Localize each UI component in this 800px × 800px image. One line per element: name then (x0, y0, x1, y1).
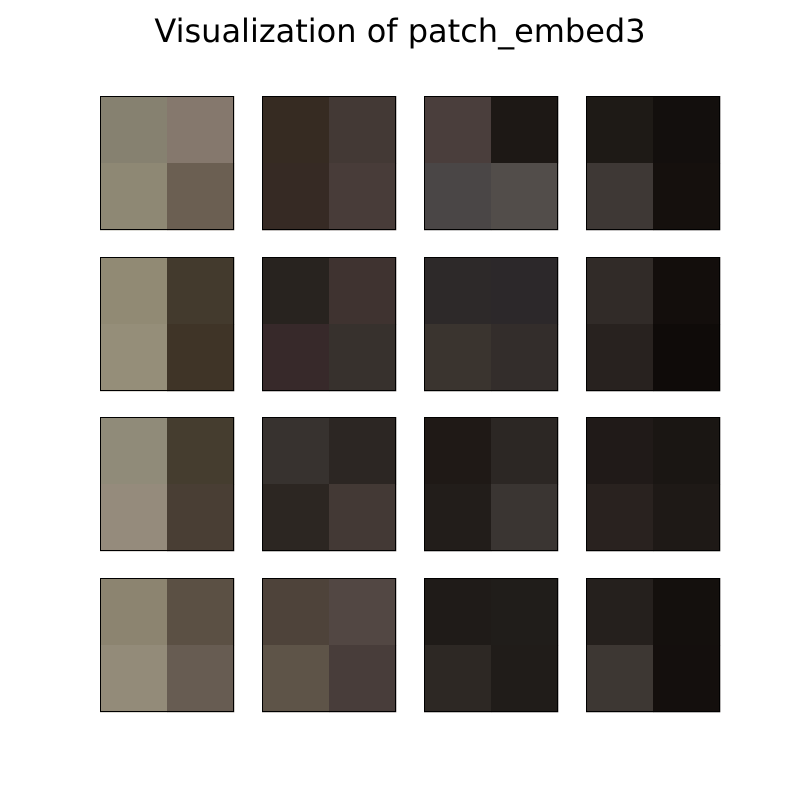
patch-panel-14 (262, 578, 397, 713)
patch-cell (262, 417, 330, 485)
patch-panel-1 (100, 96, 235, 231)
patch-cell (100, 645, 168, 713)
patch-frame (424, 257, 558, 391)
patch-cell (262, 163, 330, 231)
patch-cell (491, 645, 559, 713)
patch-cell (586, 484, 654, 552)
patch-cell (167, 163, 235, 231)
patch-frame (100, 96, 234, 230)
patch-cell (424, 96, 492, 164)
patch-frame (586, 417, 720, 551)
patch-frame (424, 417, 558, 551)
patch-frame (586, 96, 720, 230)
patch-cell (586, 96, 654, 164)
patch-cell (491, 163, 559, 231)
patch-cell (653, 163, 721, 231)
patch-panel-5 (100, 257, 235, 392)
patch-cell (586, 645, 654, 713)
patch-panel-7 (424, 257, 559, 392)
chart-title: Visualization of patch_embed3 (154, 12, 646, 50)
patch-cell (100, 417, 168, 485)
patch-cell (262, 257, 330, 325)
patch-cell (262, 96, 330, 164)
patch-cell (167, 645, 235, 713)
patch-panel-9 (100, 417, 235, 552)
patch-cell (653, 257, 721, 325)
patch-cell (100, 96, 168, 164)
patch-cell (424, 484, 492, 552)
patch-cell (167, 484, 235, 552)
patch-cell (329, 163, 397, 231)
patch-cell (586, 257, 654, 325)
patch-cell (424, 578, 492, 646)
patch-cell (424, 163, 492, 231)
patch-cell (329, 484, 397, 552)
patch-cell (329, 96, 397, 164)
patch-cell (586, 163, 654, 231)
patch-cell (262, 578, 330, 646)
patch-panel-2 (262, 96, 397, 231)
patch-panel-4 (586, 96, 721, 231)
patch-cell (653, 96, 721, 164)
patch-panel-8 (586, 257, 721, 392)
patch-frame (100, 257, 234, 391)
patch-cell (491, 578, 559, 646)
patch-cell (424, 257, 492, 325)
patch-cell (586, 578, 654, 646)
patch-cell (329, 578, 397, 646)
patch-cell (491, 324, 559, 392)
patch-cell (586, 417, 654, 485)
patch-panel-15 (424, 578, 559, 713)
patch-cell (653, 645, 721, 713)
patch-cell (100, 324, 168, 392)
patch-cell (653, 417, 721, 485)
patch-cell (491, 417, 559, 485)
patch-cell (262, 324, 330, 392)
patch-frame (100, 578, 234, 712)
patch-cell (424, 645, 492, 713)
patch-cell (424, 324, 492, 392)
patch-cell (653, 578, 721, 646)
patch-frame (586, 257, 720, 391)
patch-panel-3 (424, 96, 559, 231)
patch-cell (491, 484, 559, 552)
patch-cell (329, 324, 397, 392)
patch-frame (586, 578, 720, 712)
patch-cell (167, 324, 235, 392)
patch-cell (262, 645, 330, 713)
patch-frame (262, 417, 396, 551)
patch-frame (262, 257, 396, 391)
patch-cell (491, 96, 559, 164)
patch-cell (100, 163, 168, 231)
patch-cell (491, 257, 559, 325)
patch-panel-11 (424, 417, 559, 552)
patch-cell (262, 484, 330, 552)
patch-panel-10 (262, 417, 397, 552)
patch-cell (329, 417, 397, 485)
patch-frame (424, 96, 558, 230)
patch-cell (100, 578, 168, 646)
patch-cell (100, 257, 168, 325)
patch-cell (167, 417, 235, 485)
patch-cell (167, 96, 235, 164)
patch-cell (167, 578, 235, 646)
patch-frame (424, 578, 558, 712)
patch-cell (424, 417, 492, 485)
patch-cell (653, 484, 721, 552)
patch-cell (586, 324, 654, 392)
patch-panel-12 (586, 417, 721, 552)
patch-cell (167, 257, 235, 325)
patch-frame (100, 417, 234, 551)
patch-frame (262, 578, 396, 712)
patch-cell (653, 324, 721, 392)
patch-cell (329, 257, 397, 325)
patch-cell (329, 645, 397, 713)
patch-panel-6 (262, 257, 397, 392)
patch-cell (100, 484, 168, 552)
patch-panel-16 (586, 578, 721, 713)
patch-frame (262, 96, 396, 230)
patch-panel-13 (100, 578, 235, 713)
